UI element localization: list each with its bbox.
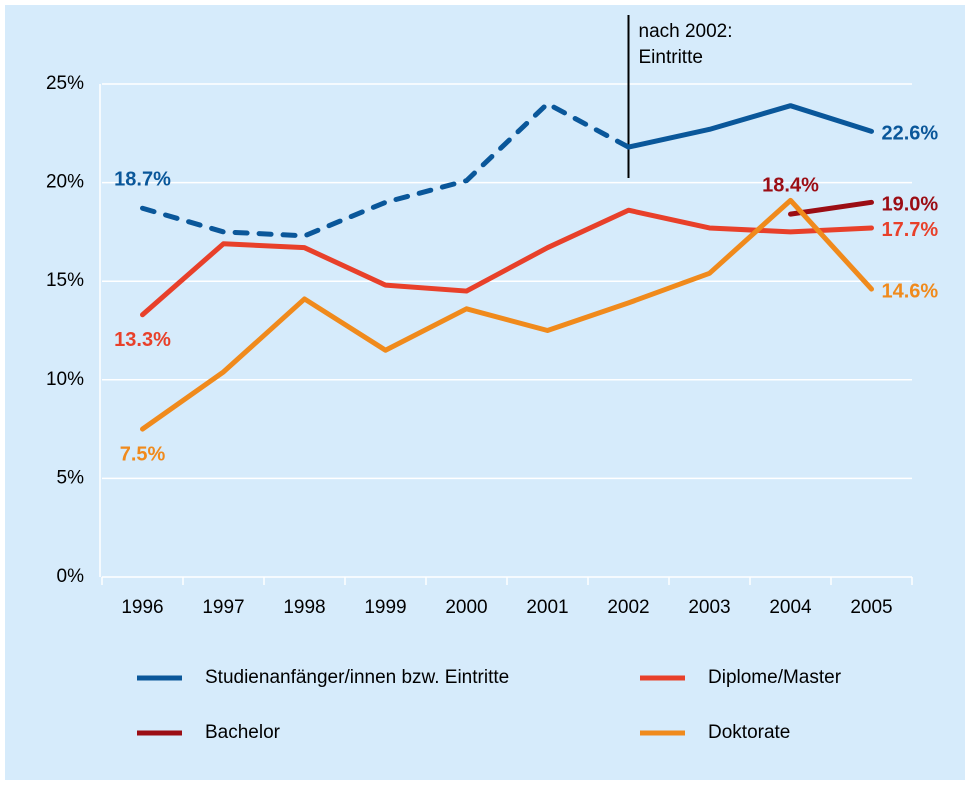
x-tick-label: 1997 [202, 597, 244, 618]
value-label: 14.6% [882, 280, 939, 302]
value-label: 17.7% [882, 219, 939, 241]
x-tick-label: 1998 [283, 597, 325, 618]
x-tick-label: 2005 [850, 597, 892, 618]
series-line [626, 103, 874, 150]
value-label: 22.6% [882, 123, 939, 145]
x-tick-label: 2002 [607, 597, 649, 618]
legend-label: Bachelor [205, 722, 281, 743]
annotation-text: Eintritte [639, 47, 703, 68]
value-label: 18.7% [114, 169, 171, 191]
x-tick-label: 1996 [121, 597, 163, 618]
annotation-text: nach 2002: [639, 21, 733, 42]
y-tick-label: 0% [57, 566, 85, 587]
series-line [140, 197, 874, 432]
x-tick-label: 2000 [445, 597, 487, 618]
y-tick-label: 15% [46, 270, 84, 291]
value-label: 13.3% [114, 329, 171, 351]
legend-label: Diplome/Master [708, 667, 842, 688]
panel [5, 5, 965, 780]
legend-label: Studienanfänger/innen bzw. Eintritte [205, 667, 509, 688]
x-tick-label: 1999 [364, 597, 406, 618]
y-tick-label: 10% [46, 369, 84, 390]
value-label: 18.4% [762, 174, 819, 196]
y-tick-label: 25% [46, 73, 84, 94]
x-tick-label: 2004 [769, 597, 812, 618]
series-line [140, 101, 631, 239]
x-tick-label: 2003 [688, 597, 730, 618]
x-tick-label: 2001 [526, 597, 568, 618]
y-tick-label: 5% [57, 467, 85, 488]
value-label: 7.5% [120, 443, 166, 465]
series-line [140, 207, 874, 318]
legend-label: Doktorate [708, 722, 790, 743]
value-label: 19.0% [882, 194, 939, 216]
y-tick-label: 20% [46, 172, 84, 193]
